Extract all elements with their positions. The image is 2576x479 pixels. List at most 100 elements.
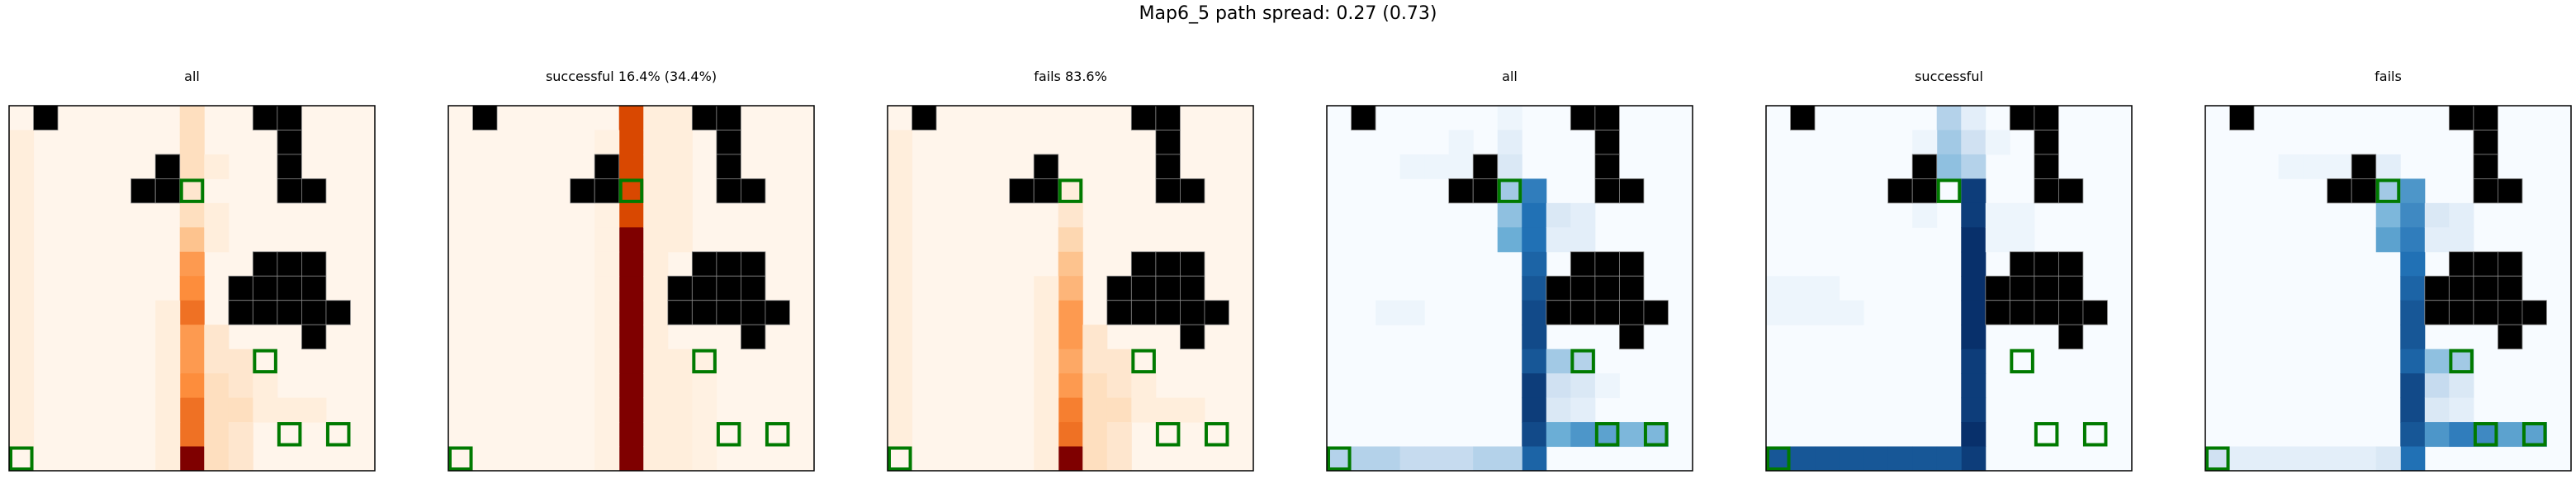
heat-cell	[2400, 227, 2426, 253]
goal-marker	[277, 422, 302, 447]
obstacle-cell	[716, 154, 741, 179]
heat-cell	[888, 154, 913, 179]
heat-cell	[618, 130, 644, 155]
heat-cell	[1034, 349, 1059, 374]
heat-cell	[179, 300, 205, 325]
heat-cell	[2424, 373, 2450, 399]
obstacle-cell	[691, 275, 717, 301]
obstacle-cell	[741, 251, 766, 277]
heat-cell	[618, 106, 644, 130]
obstacle-cell	[691, 251, 717, 277]
heat-cell	[643, 154, 669, 179]
heat-cell	[204, 397, 230, 423]
heat-cell	[643, 349, 669, 374]
heat-cell	[618, 227, 644, 253]
heat-cell	[1936, 154, 1962, 179]
heat-cell	[618, 300, 644, 325]
heatmap-panel: fails 83.6%	[887, 69, 1254, 472]
heat-cell	[1546, 397, 1571, 423]
heat-cell	[2327, 154, 2352, 179]
obstacle-cell	[2034, 105, 2059, 130]
obstacle-cell	[2034, 251, 2059, 277]
obstacle-cell	[33, 105, 59, 130]
obstacle-cell	[228, 275, 253, 301]
heat-cell	[594, 373, 620, 399]
obstacle-cell	[1570, 105, 1596, 130]
heat-cell	[1546, 373, 1571, 399]
heat-cell	[1448, 446, 1474, 472]
heat-cell	[1082, 422, 1108, 448]
obstacle-cell	[912, 105, 937, 130]
obstacle-cell	[741, 178, 766, 204]
obstacle-cell	[716, 105, 741, 130]
heat-cell	[1815, 276, 1840, 301]
heat-cell	[301, 397, 327, 423]
heat-cell	[1424, 154, 1450, 179]
heat-cell	[1570, 202, 1596, 228]
heat-cell	[204, 227, 230, 253]
heat-cell	[1766, 446, 1792, 472]
heat-cell	[1594, 373, 1620, 399]
heat-cell	[179, 154, 205, 179]
heat-cell	[1522, 251, 1547, 277]
heat-cell	[1961, 154, 1986, 179]
heat-cell	[1497, 227, 1522, 253]
heat-cell	[179, 422, 205, 448]
heat-cell	[204, 422, 230, 448]
heat-cell	[2424, 202, 2450, 228]
obstacle-cell	[2351, 154, 2377, 179]
heat-cell	[888, 397, 913, 423]
obstacle-cell	[1130, 300, 1157, 325]
heat-cell	[1082, 373, 1108, 399]
heat-cell	[692, 446, 717, 472]
heat-cell	[2205, 446, 2231, 472]
obstacle-cell	[130, 178, 156, 204]
obstacle-cell	[2034, 275, 2059, 301]
obstacle-cell	[2034, 178, 2059, 204]
obstacle-cell	[277, 178, 302, 204]
heat-cell	[618, 422, 644, 448]
heat-cell	[9, 422, 35, 448]
heat-cell	[667, 422, 693, 448]
heat-cell	[1058, 276, 1083, 301]
heatmap-panel: all	[8, 69, 376, 472]
obstacle-cell	[1594, 105, 1620, 130]
obstacle-cell	[1155, 300, 1181, 325]
heat-cell	[1961, 373, 1986, 399]
heat-cell	[594, 349, 620, 374]
obstacle-cell	[1594, 300, 1620, 325]
obstacle-cell	[2229, 105, 2255, 130]
heat-cell	[1497, 446, 1522, 472]
heat-cell	[1546, 202, 1571, 228]
obstacle-cell	[1619, 300, 1645, 325]
heat-cell	[888, 227, 913, 253]
heat-cell	[1936, 130, 1962, 155]
heat-cell	[1522, 300, 1547, 325]
heat-cell	[1961, 106, 1986, 130]
obstacle-cell	[2497, 178, 2523, 204]
heat-cell	[1034, 300, 1059, 325]
obstacle-cell	[2034, 154, 2059, 179]
heat-cell	[2449, 373, 2474, 399]
goal-marker	[2522, 422, 2547, 447]
heat-cell	[9, 397, 35, 423]
heat-cell	[1936, 106, 1962, 130]
heat-cell	[643, 178, 669, 204]
heat-cell	[594, 251, 620, 277]
goal-marker	[1204, 422, 1229, 447]
goal-marker	[2034, 422, 2059, 447]
heat-cell	[1570, 349, 1596, 374]
heat-cell	[1570, 397, 1596, 423]
heat-cell	[1424, 446, 1450, 472]
goal-marker	[1155, 422, 1181, 447]
heat-cell	[1082, 446, 1108, 472]
obstacle-cell	[1033, 154, 1059, 179]
heat-cell	[155, 373, 181, 399]
panel-title: fails 83.6%	[1034, 69, 1107, 84]
heat-cell	[1448, 130, 1474, 155]
obstacle-cell	[2497, 275, 2523, 301]
obstacle-cell	[1180, 178, 1205, 204]
heat-cell	[155, 397, 181, 423]
heat-cell	[1815, 300, 1840, 325]
goal-marker	[692, 349, 717, 374]
